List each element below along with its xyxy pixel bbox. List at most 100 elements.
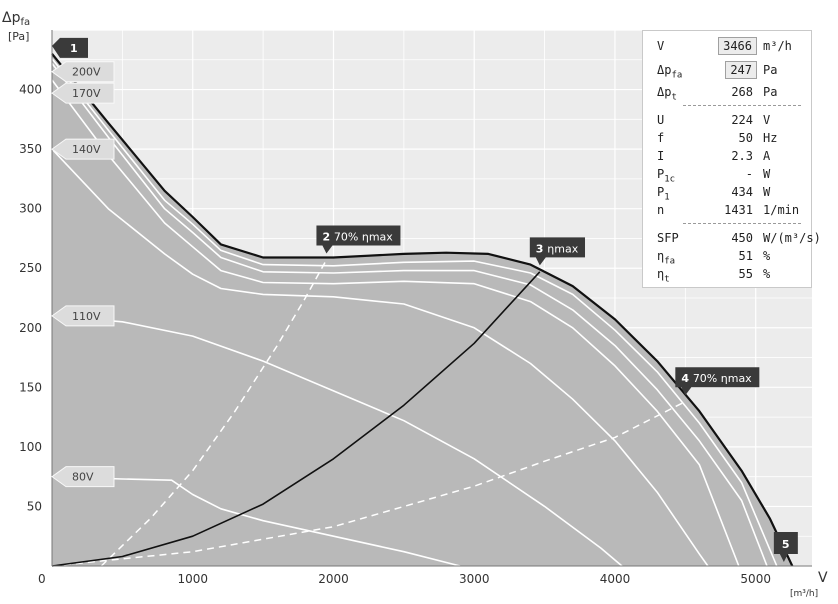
info-label: ηfa: [657, 249, 676, 267]
info-label: I: [657, 149, 665, 163]
y-axis-label: Δpfa: [2, 10, 30, 28]
info-label: SFP: [657, 231, 679, 245]
x-tick-label: 4000: [600, 572, 631, 586]
info-value: 450: [731, 231, 753, 245]
info-label-sub: 1c: [664, 174, 676, 185]
y-tick-label: 100: [19, 440, 42, 454]
info-unit: W/(m³/s): [763, 231, 821, 245]
marker-label: 4 70% ηmax: [681, 372, 752, 385]
info-row: V 3466 m³/h: [643, 37, 813, 55]
info-row: P1 434 W: [643, 183, 813, 202]
x-tick-label: 0: [38, 572, 46, 586]
marker-label: 5: [782, 538, 790, 551]
marker-3: 3 ηmax: [529, 237, 586, 266]
info-unit: A: [763, 149, 771, 163]
speed-curve: [51, 315, 623, 567]
x-axis-label: V: [818, 570, 828, 586]
speed-curve: [51, 58, 778, 567]
efficiency-curve-70: [51, 400, 686, 567]
voltage-label: 80V: [72, 471, 94, 484]
voltage-tab: [51, 305, 115, 327]
efficiency-curve-70: [100, 259, 328, 567]
x-tick-label: 2000: [318, 572, 349, 586]
marker-label: 2 70% ηmax: [322, 231, 393, 244]
info-value: 434: [731, 185, 753, 199]
curves: [51, 53, 794, 567]
marker-bubble: [316, 225, 401, 254]
marker-bubble: [675, 367, 760, 396]
info-row: P1c - W: [643, 165, 813, 185]
y-axis-unit: [Pa]: [8, 30, 29, 43]
info-row: I 2.3 A: [643, 147, 813, 165]
speed-curve: [51, 62, 768, 567]
marker-5: 5: [773, 532, 798, 562]
info-separator: [683, 105, 801, 106]
info-label-sub: 1: [664, 192, 670, 203]
info-unit: W: [763, 167, 771, 181]
voltage-label: 110V: [72, 310, 101, 323]
y-tick-label: 300: [19, 202, 42, 216]
info-row: Δpfa 247 Pa: [643, 61, 813, 80]
info-value: -: [745, 167, 753, 181]
info-value: 224: [731, 113, 753, 127]
info-label: Δpfa: [657, 63, 683, 81]
info-value: 55: [738, 267, 753, 281]
x-tick-label: 1000: [177, 572, 208, 586]
info-row: ηt 55%: [643, 265, 813, 285]
max-speed-curve: [51, 53, 794, 567]
marker-4: 4 70% ηmax: [675, 367, 760, 396]
info-value: 2.3: [731, 149, 753, 163]
y-tick-label: 50: [27, 499, 42, 513]
voltage-tab: [51, 82, 115, 104]
info-unit: 1/min: [763, 203, 800, 217]
x-tick-label: 3000: [459, 572, 490, 586]
info-separator: [683, 223, 801, 224]
voltage-label: 200V: [72, 66, 101, 79]
y-tick-label: 150: [19, 380, 42, 394]
info-unit: W: [763, 185, 771, 199]
info-unit: %: [763, 249, 771, 263]
info-value-field[interactable]: 3466: [718, 37, 757, 55]
info-unit: V: [763, 113, 771, 127]
info-unit: %: [763, 267, 771, 281]
info-unit: Pa: [763, 63, 778, 77]
info-label: U: [657, 113, 665, 127]
info-row: SFP 450 W/(m³/s): [643, 229, 821, 247]
x-tick-label: 5000: [740, 572, 771, 586]
info-label-sub: t: [671, 92, 677, 103]
speed-curve: [51, 475, 461, 567]
info-value: 51: [738, 249, 753, 263]
info-unit: Hz: [763, 131, 778, 145]
y-tick-label: 200: [19, 321, 42, 335]
info-label-sub: fa: [671, 70, 683, 81]
info-label: Δpt: [657, 85, 677, 103]
y-tick-label: 400: [19, 83, 42, 97]
info-row: ηfa 51%: [643, 247, 813, 266]
y-tick-label: 250: [19, 261, 42, 275]
info-label-sub: fa: [664, 256, 676, 267]
info-label: f: [657, 131, 665, 145]
marker-2: 2 70% ηmax: [316, 225, 401, 254]
voltage-label: 170V: [72, 87, 101, 100]
marker-bubble: [529, 237, 586, 266]
info-unit: Pa: [763, 85, 778, 99]
info-value-field[interactable]: 247: [725, 61, 757, 79]
voltage-tab: [51, 466, 115, 488]
info-value: 1431: [724, 203, 753, 217]
voltage-labels: 200V 170V 140V 110V 80V: [51, 61, 115, 488]
info-unit: m³/h: [763, 39, 792, 53]
info-label: P1: [657, 185, 670, 203]
voltage-tab: [51, 138, 115, 160]
info-label: n: [657, 203, 665, 217]
voltage-tab: [51, 61, 115, 83]
marker-bubble: [52, 37, 88, 58]
info-label-sub: t: [664, 274, 670, 285]
x-axis-unit: [m³/h]: [790, 589, 818, 599]
info-value: 50: [738, 131, 753, 145]
voltage-label: 140V: [72, 143, 101, 156]
marker-label: 1: [70, 42, 78, 55]
tick-labels: 0 1000 2000 3000 4000 50005010015020025030035…: [19, 83, 771, 586]
info-row: f 50 Hz: [643, 129, 813, 147]
y-tick-label: 350: [19, 142, 42, 156]
